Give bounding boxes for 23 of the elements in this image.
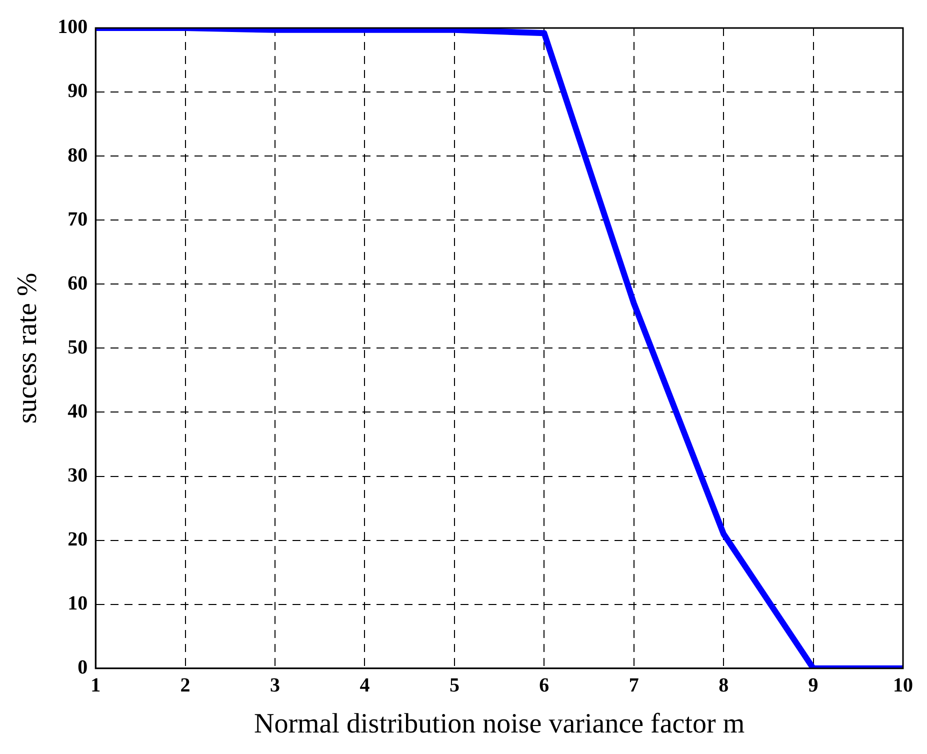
y-tick-label: 90 (68, 80, 88, 102)
x-tick-label: 2 (180, 674, 190, 697)
x-tick-label: 6 (539, 674, 550, 697)
y-tick-label: 0 (78, 656, 88, 679)
x-tick-label: 10 (893, 674, 913, 697)
x-tick-label: 9 (808, 674, 818, 697)
y-tick-label: 80 (68, 144, 88, 166)
y-tick-label: 60 (68, 272, 88, 294)
x-tick-label: 7 (628, 674, 639, 697)
x-tick-label: 8 (718, 674, 729, 697)
x-tick-label: 3 (270, 674, 280, 697)
x-tick-label: 4 (360, 674, 370, 697)
y-tick-label: 70 (68, 208, 88, 230)
y-tick-label: 40 (68, 400, 88, 422)
y-tick-label: 10 (68, 592, 88, 615)
y-tick-label: 50 (68, 336, 88, 358)
x-tick-label: 5 (449, 674, 460, 697)
x-axis-title: Normal distribution noise variance factor m (254, 708, 745, 740)
y-tick-label: 20 (68, 528, 88, 550)
y-tick-label: 100 (58, 16, 88, 38)
y-tick-label: 30 (68, 464, 88, 486)
y-axis-title: sucess rate % (12, 272, 44, 424)
x-tick-label: 1 (90, 674, 101, 697)
